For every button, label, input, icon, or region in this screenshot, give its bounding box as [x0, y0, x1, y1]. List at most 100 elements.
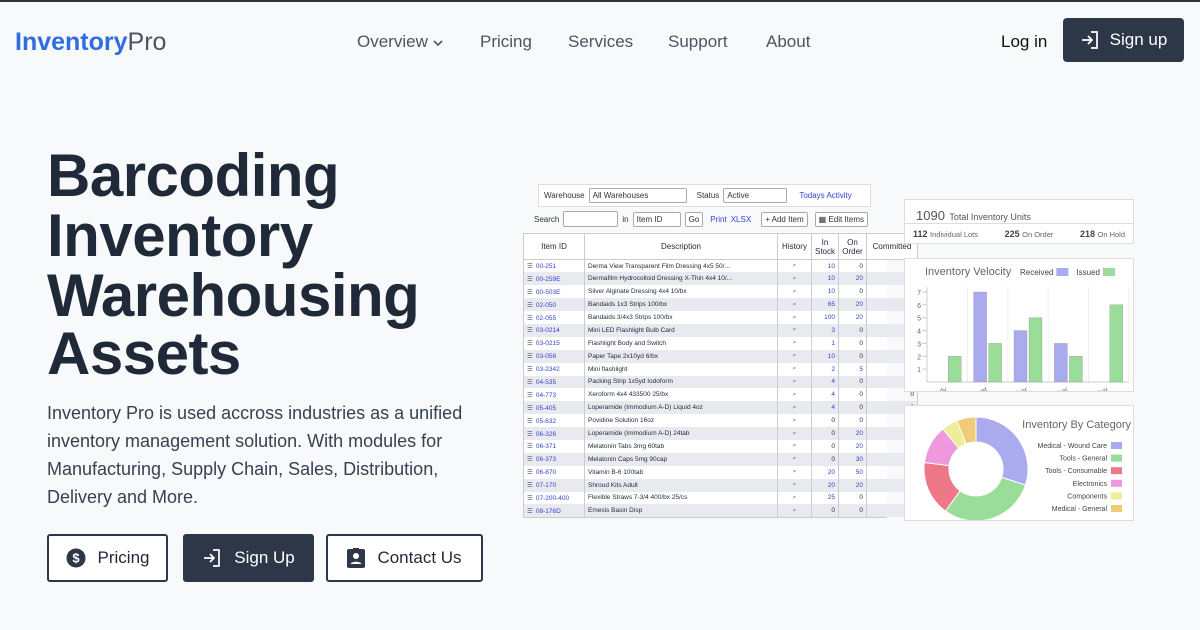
description-cell: Paper Tape 2x10yd 6/bx	[584, 349, 778, 363]
bar	[1028, 317, 1043, 383]
history-cell[interactable]: ⌕	[777, 285, 812, 299]
toolbar-filter: Warehouse All Warehouses Status Active T…	[538, 184, 871, 207]
item-id-cell: ☰ 00-251	[523, 259, 585, 273]
item-id-link[interactable]: 03-0215	[535, 340, 560, 348]
chevron	[433, 40, 443, 47]
item-id-cell: ☰ 03-058	[523, 349, 585, 363]
item-id-link[interactable]: 07-170	[535, 482, 557, 490]
history-cell[interactable]: ⌕	[777, 272, 812, 286]
nav-link[interactable]: Overview	[357, 32, 443, 52]
item-id-link[interactable]: 04-535	[535, 378, 557, 386]
nav-link[interactable]: Services	[568, 32, 634, 51]
xlsx-link[interactable]: XLSX	[730, 214, 752, 224]
table-row: ☰ 03-058 Paper Tape 2x10yd 6/bx ⌕ 10 0 0	[523, 349, 918, 363]
status-select[interactable]: Active	[723, 188, 788, 203]
brand[interactable]: InventoryPro	[15, 28, 166, 57]
field-select[interactable]: Item ID	[632, 211, 681, 227]
edit-button[interactable]: ▦ Edit Items	[814, 211, 869, 227]
history-cell[interactable]: ⌕	[777, 388, 812, 402]
item-id-link[interactable]: 07-200-400	[535, 494, 570, 502]
item-id-link[interactable]: 03-2342	[535, 366, 560, 374]
item-id-link[interactable]: 06-870	[535, 469, 557, 477]
number-cell: 20	[838, 478, 867, 492]
description-cell: Silver Alginate Dressing 4x4 10/bx	[584, 285, 778, 299]
description-cell: Dermafilm Hydrocolloid Dressing X-Thin 4…	[584, 272, 778, 286]
item-id-link[interactable]: 05-405	[535, 404, 557, 412]
column-header: In Stock	[811, 233, 839, 260]
history-cell[interactable]: ⌕	[777, 504, 812, 518]
signin-icon	[204, 549, 221, 567]
history-cell[interactable]: ⌕	[777, 362, 812, 376]
item-id-link[interactable]: 00-251	[535, 263, 557, 271]
item-id-link[interactable]: 06-371	[535, 443, 557, 451]
number-cell: 0	[811, 427, 839, 440]
history-cell[interactable]: ⌕	[777, 349, 812, 363]
description-cell: Derma View Transparent Film Dressing 4x5…	[584, 259, 778, 273]
activity-link[interactable]: Todays Activity	[799, 191, 852, 200]
item-id-link[interactable]: 02-050	[535, 301, 557, 309]
history-cell[interactable]: ⌕	[777, 491, 812, 505]
history-cell[interactable]: ⌕	[777, 452, 812, 466]
search-input[interactable]	[563, 211, 619, 227]
hero-title-line: Warehousing	[47, 262, 420, 329]
history-cell[interactable]: ⌕	[777, 414, 812, 428]
login-link[interactable]: Log in	[1001, 32, 1048, 51]
list-icon: ☰	[527, 469, 533, 477]
history-cell[interactable]: ⌕	[777, 375, 812, 389]
number-cell: 5	[838, 362, 867, 376]
list-icon: ☰	[527, 430, 533, 438]
y-tick-label: 7	[917, 290, 921, 297]
item-id-cell: ☰ 06-373	[523, 452, 585, 466]
nav-link[interactable]: Support	[668, 32, 728, 51]
contact-button[interactable]: Contact Us	[326, 534, 483, 582]
item-id-cell: ☰ 02-055	[523, 311, 585, 324]
table-row: ☰ 04-535 Packing Strip 1x5yd Iodoform ⌕ 4 0 0	[523, 375, 918, 389]
signup-hero-button[interactable]: Sign Up	[183, 534, 314, 582]
history-cell[interactable]: ⌕	[777, 427, 812, 440]
list-icon: ☰	[527, 263, 533, 271]
warehouse-select[interactable]: All Warehouses	[588, 188, 687, 203]
list-icon: ☰	[527, 507, 533, 515]
item-id-link[interactable]: 02-055	[535, 314, 557, 322]
item-id-cell: ☰ 06-870	[523, 465, 585, 479]
add-button[interactable]: + Add Item	[761, 211, 808, 227]
history-cell[interactable]: ⌕	[777, 311, 812, 324]
table-row: ☰ 00-503E Silver Alginate Dressing 4x4 10/…	[523, 285, 918, 299]
history-cell[interactable]: ⌕	[777, 465, 812, 479]
item-id-link[interactable]: 03-058	[535, 353, 557, 361]
history-cell[interactable]: ⌕	[777, 439, 812, 453]
history-cell[interactable]: ⌕	[777, 336, 812, 350]
number-cell: 20	[838, 311, 867, 324]
item-id-link[interactable]: 06-373	[535, 456, 557, 464]
history-cell[interactable]: ⌕	[777, 478, 812, 492]
number-cell: 50	[838, 465, 867, 479]
history-cell[interactable]: ⌕	[777, 323, 812, 337]
nav-link[interactable]: About	[766, 32, 811, 51]
brand-secondary: Pro	[127, 28, 167, 56]
y-tick-label: 6	[917, 303, 921, 310]
table-row: ☰ 07-200-400 Flexible Straws 7-3/4 400/bx …	[523, 491, 918, 505]
item-id-link[interactable]: 08-176D	[535, 507, 561, 515]
pricing-button[interactable]: $ Pricing	[47, 534, 168, 582]
item-id-link[interactable]: 06-326	[535, 430, 557, 438]
item-id-link[interactable]: 00-259E	[535, 275, 561, 283]
item-id-link[interactable]: 00-503E	[535, 288, 561, 296]
legend-swatch	[1111, 479, 1122, 487]
category-chart: Inventory By Category Medical - Wound Car…	[904, 405, 1134, 521]
bar	[1069, 356, 1083, 383]
bar	[973, 291, 987, 383]
description-cell: Flexible Straws 7-3/4 400/bx 25/cs	[584, 491, 778, 505]
print-link[interactable]: Print	[710, 214, 727, 224]
item-id-link[interactable]: 05-632	[535, 417, 557, 425]
go-button[interactable]: Go	[684, 211, 704, 227]
history-cell[interactable]: ⌕	[777, 401, 812, 415]
item-id-link[interactable]: 04-773	[535, 391, 557, 399]
y-tick-label: 1	[917, 367, 921, 374]
signup-button[interactable]: Sign up	[1063, 18, 1184, 62]
number-cell: 0	[838, 504, 867, 518]
nav-link[interactable]: Pricing	[480, 32, 532, 51]
history-cell[interactable]: ⌕	[777, 259, 812, 273]
history-cell[interactable]: ⌕	[777, 298, 812, 312]
item-id-link[interactable]: 03-0214	[535, 327, 560, 335]
stats-total: 1090 Total Inventory Units	[905, 200, 1133, 224]
